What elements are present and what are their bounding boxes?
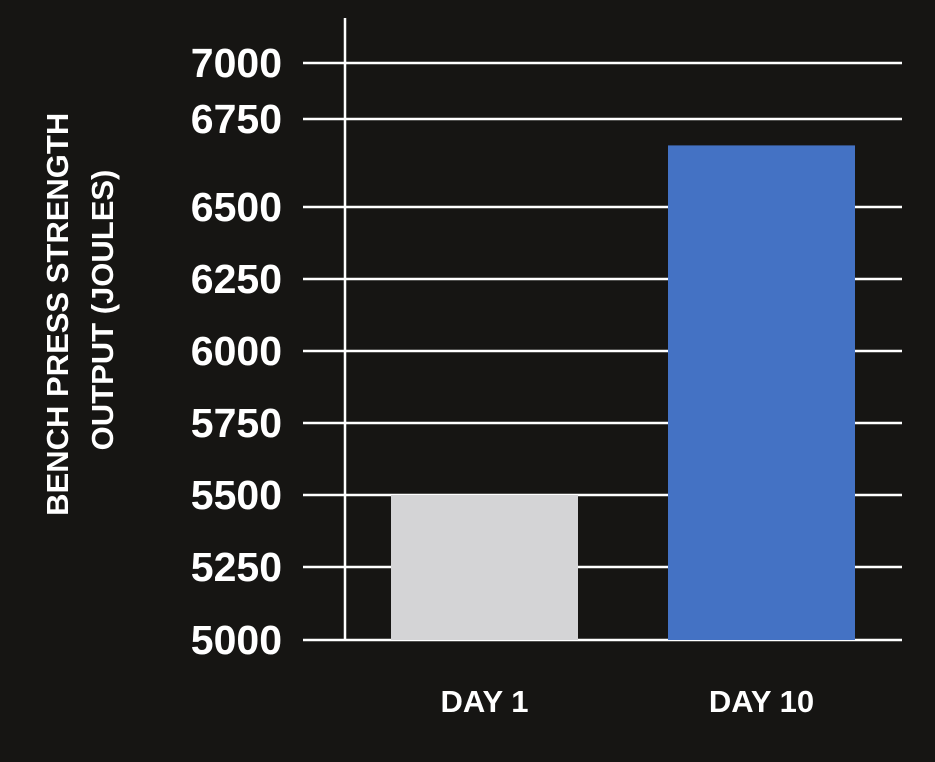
y-axis-label: BENCH PRESS STRENGTH OUTPUT (JOULES) [40,104,120,516]
y-tick-label: 6000 [191,328,282,374]
x-tick-labels: DAY 1 DAY 10 [441,684,815,719]
y-tick-label: 6750 [191,96,282,142]
bars [391,145,855,640]
bar-day-10 [668,145,855,640]
y-tick-label: 5750 [191,400,282,446]
y-tick-label: 6500 [191,184,282,230]
y-tick-label: 5250 [191,544,282,590]
y-tick-label: 5500 [191,472,282,518]
y-tick-label: 5000 [191,617,282,663]
x-tick-label: DAY 1 [441,684,529,719]
y-tick-label: 6250 [191,256,282,302]
bar-day-1 [391,495,578,640]
y-axis-label-line-2: OUTPUT (JOULES) [85,170,120,451]
y-axis-label-line-1: BENCH PRESS STRENGTH [40,113,75,516]
y-tick-labels: 5000 5250 5500 5750 6000 6250 6500 6750 7000 [191,40,282,663]
y-tick-label: 7000 [191,40,282,86]
x-tick-label: DAY 10 [709,684,814,719]
